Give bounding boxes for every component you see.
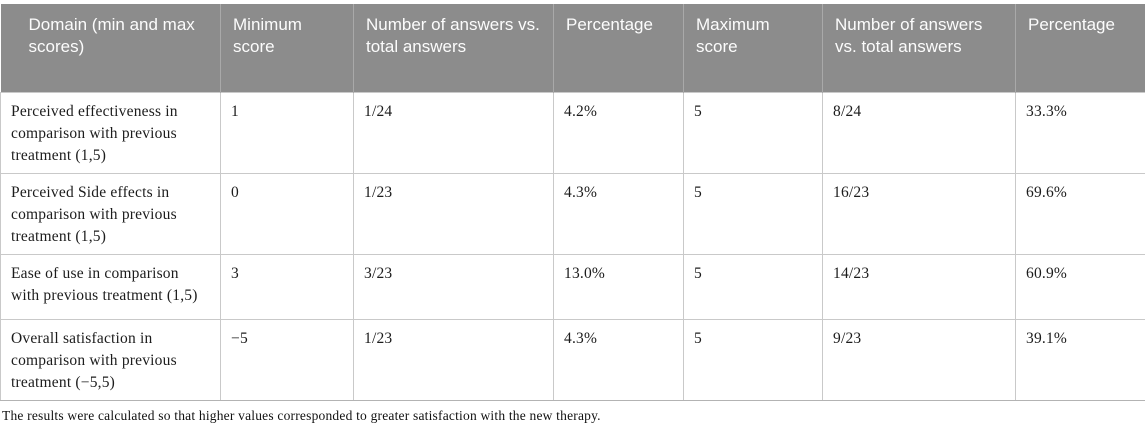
cell-percentage-max: 39.1% — [1016, 319, 1145, 400]
cell-maximum-score: 5 — [684, 173, 823, 254]
cell-percentage-min: 4.2% — [554, 92, 684, 173]
cell-answers-max: 16/23 — [823, 173, 1016, 254]
cell-answers-max: 8/24 — [823, 92, 1016, 173]
cell-domain: Perceived Side effects in comparison wit… — [1, 173, 221, 254]
header-cell-minimum-score: Minimum score — [221, 4, 354, 92]
table-row-ease-of-use: Ease of use in comparison with previous … — [1, 254, 1145, 319]
cell-percentage-min: 13.0% — [554, 254, 684, 319]
cell-maximum-score: 5 — [684, 254, 823, 319]
cell-answers-max: 14/23 — [823, 254, 1016, 319]
cell-percentage-max: 60.9% — [1016, 254, 1145, 319]
cell-percentage-min: 4.3% — [554, 319, 684, 400]
header-cell-maximum-score: Maximum score — [684, 4, 823, 92]
cell-answers-min: 1/24 — [354, 92, 554, 173]
cell-minimum-score: 3 — [221, 254, 354, 319]
cell-percentage-min: 4.3% — [554, 173, 684, 254]
header-cell-domain: Domain (min and max scores) — [1, 4, 221, 92]
cell-minimum-score: 1 — [221, 92, 354, 173]
table-row-perceived-side-effects: Perceived Side effects in comparison wit… — [1, 173, 1145, 254]
table-header: Domain (min and max scores) Minimum scor… — [1, 4, 1145, 92]
header-row: Domain (min and max scores) Minimum scor… — [1, 4, 1145, 92]
cell-answers-min: 3/23 — [354, 254, 554, 319]
cell-answers-min: 1/23 — [354, 319, 554, 400]
cell-answers-min: 1/23 — [354, 173, 554, 254]
cell-answers-max: 9/23 — [823, 319, 1016, 400]
table-footnote: The results were calculated so that high… — [0, 401, 1145, 424]
header-cell-percentage-max: Percentage — [1016, 4, 1145, 92]
cell-domain: Perceived effectiveness in comparison wi… — [1, 92, 221, 173]
cell-domain: Ease of use in comparison with previous … — [1, 254, 221, 319]
table-row-overall-satisfaction: Overall satisfaction in comparison with … — [1, 319, 1145, 400]
results-table: Domain (min and max scores) Minimum scor… — [0, 4, 1145, 401]
table-body: Perceived effectiveness in comparison wi… — [1, 92, 1145, 400]
cell-percentage-max: 69.6% — [1016, 173, 1145, 254]
cell-maximum-score: 5 — [684, 319, 823, 400]
cell-minimum-score: 0 — [221, 173, 354, 254]
cell-maximum-score: 5 — [684, 92, 823, 173]
header-cell-percentage-min: Percentage — [554, 4, 684, 92]
cell-domain: Overall satisfaction in comparison with … — [1, 319, 221, 400]
header-cell-answers-min: Number of answers vs. total answers — [354, 4, 554, 92]
header-cell-answers-max: Number of answers vs. total answers — [823, 4, 1016, 92]
table-row-perceived-effectiveness: Perceived effectiveness in comparison wi… — [1, 92, 1145, 173]
cell-percentage-max: 33.3% — [1016, 92, 1145, 173]
cell-minimum-score: −5 — [221, 319, 354, 400]
